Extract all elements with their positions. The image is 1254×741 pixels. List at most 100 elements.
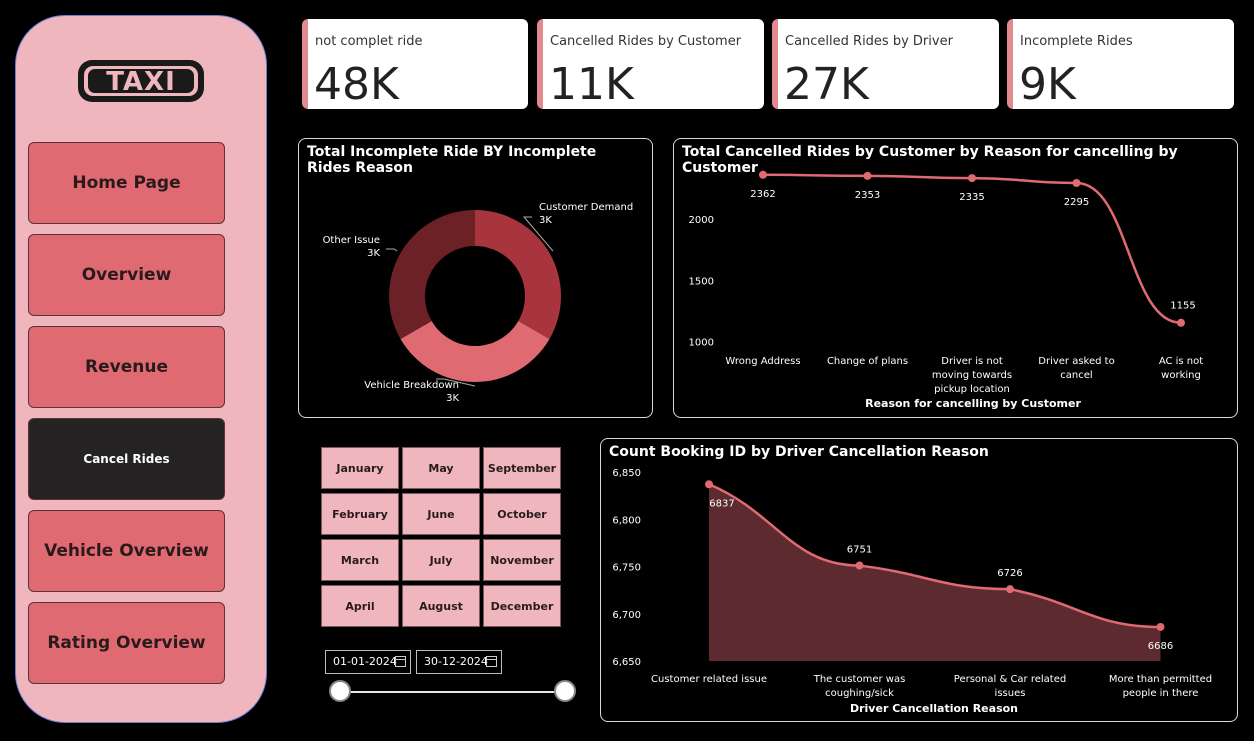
donut-value-label: 3K [367,248,380,259]
end-date-input[interactable]: 30-12-2024 [416,650,502,674]
month-june-button[interactable]: June [402,493,480,535]
leader-line [386,248,398,252]
data-label: 2362 [750,189,775,200]
data-point[interactable] [863,171,872,180]
data-point[interactable] [1006,585,1014,594]
date-slider-start-handle[interactable] [329,680,351,702]
x-tick-label: Driver asked to [1038,356,1114,367]
nav-home-page-button[interactable]: Home Page [28,142,225,224]
donut-chart: Customer Demand 3K Vehicle Breakdown 3K Othe… [323,202,634,404]
kpi-incomplete-rides: Incomplete Rides 9K [1007,19,1234,109]
series-line [708,483,1161,629]
x-tick-label: people in there [1123,688,1199,699]
data-label: 6751 [847,545,872,556]
data-point[interactable] [968,174,976,183]
donut-slice-0[interactable] [475,210,561,339]
month-july-button[interactable]: July [402,539,480,581]
kpi-cancelled-by-driver: Cancelled Rides by Driver 27K [772,19,999,109]
leader-line [522,216,554,252]
chart-title: Total Incomplete Ride BY Incomplete Ride… [307,144,597,176]
donut-slice-1[interactable] [400,321,550,382]
x-tick-label: issues [995,688,1026,699]
nav-vehicle-overview-button[interactable]: Vehicle Overview [28,510,225,592]
x-tick-label: More than permitted [1109,674,1212,685]
y-tick-label: 6,800 [612,515,641,526]
x-axis-label: Reason for cancelling by Customer [865,397,1081,410]
data-point[interactable] [705,480,713,489]
donut-category-label: Vehicle Breakdown [364,380,459,391]
month-december-button[interactable]: December [483,585,561,627]
x-tick-label: Driver is not [941,356,1003,367]
data-point[interactable] [1072,179,1081,187]
data-label: 2295 [1064,197,1089,208]
kpi-value: 9K [1019,59,1076,109]
data-label: 2353 [855,190,880,201]
x-tick-label: Personal & Car related [954,674,1066,685]
series-area [709,484,1161,661]
leader-line [436,378,476,387]
data-point[interactable] [1156,622,1165,631]
series-line [762,173,1182,324]
chart-title: Count Booking ID by Driver Cancellation … [609,444,989,460]
x-tick-label: working [1161,370,1201,381]
calendar-icon[interactable] [486,656,497,667]
nav-cancel-rides-button[interactable]: Cancel Rides [28,418,225,500]
kpi-value: 11K [549,59,634,109]
incomplete-rides-donut-panel: Total Incomplete Ride BY Incomplete Ride… [298,138,653,418]
donut-category-label: Other Issue [323,235,380,246]
month-september-button[interactable]: September [483,447,561,489]
start-date-input[interactable]: 01-01-2024 [325,650,411,674]
area-chart: 6,850 6,800 6,750 6,700 6,650 6837 6751 6726 668… [612,468,1212,715]
kpi-cancelled-by-customer: Cancelled Rides by Customer 11K [537,19,764,109]
x-tick-label: moving towards [932,370,1012,381]
line-chart: 2000 1500 1000 2362 2353 2335 2295 1155 Wrong Ad… [689,170,1203,410]
x-tick-label: AC is not [1159,356,1203,367]
kpi-label: Cancelled Rides by Driver [785,34,953,49]
date-slider-end-handle[interactable] [554,680,576,702]
kpi-label: Cancelled Rides by Customer [550,34,742,49]
y-tick-label: 6,650 [612,657,641,668]
nav-overview-button[interactable]: Overview [28,234,225,316]
calendar-icon[interactable] [395,656,406,667]
month-january-button[interactable]: January [321,447,399,489]
kpi-value: 27K [784,59,869,109]
x-tick-label: coughing/sick [825,688,894,699]
month-april-button[interactable]: April [321,585,399,627]
data-point[interactable] [855,561,864,570]
x-tick-label: cancel [1060,370,1092,381]
month-august-button[interactable]: August [402,585,480,627]
data-label: 6837 [709,498,734,509]
x-tick-label: Wrong Address [725,356,800,367]
data-label: 6686 [1148,641,1173,652]
data-point[interactable] [1177,318,1185,327]
x-axis-label: Driver Cancellation Reason [850,702,1018,715]
month-november-button[interactable]: November [483,539,561,581]
date-slider-track[interactable] [340,691,565,693]
customer-cancel-line-panel: Total Cancelled Rides by Customer by Rea… [673,138,1238,418]
driver-cancel-area-panel: Count Booking ID by Driver Cancellation … [600,438,1238,722]
data-label: 6726 [997,568,1022,579]
nav-rating-overview-button[interactable]: Rating Overview [28,602,225,684]
y-tick-label: 1000 [689,338,714,349]
y-tick-label: 1500 [689,276,714,287]
donut-category-label: Customer Demand [539,202,633,213]
donut-slice-2[interactable] [389,210,475,339]
y-tick-label: 6,850 [612,468,641,479]
x-tick-label: Customer related issue [651,674,767,685]
data-point[interactable] [759,170,767,179]
taxi-logo: TAXI [78,60,204,102]
month-october-button[interactable]: October [483,493,561,535]
y-tick-label: 2000 [689,215,714,226]
nav-revenue-button[interactable]: Revenue [28,326,225,408]
month-may-button[interactable]: May [402,447,480,489]
kpi-label: Incomplete Rides [1020,34,1133,49]
x-tick-label: pickup location [934,384,1010,395]
y-tick-label: 6,700 [612,610,641,621]
y-tick-label: 6,750 [612,563,641,574]
kpi-label: not complet ride [315,34,423,49]
logo-text: TAXI [106,67,176,97]
kpi-value: 48K [314,59,399,109]
month-february-button[interactable]: February [321,493,399,535]
month-march-button[interactable]: March [321,539,399,581]
data-label: 2335 [959,192,984,203]
